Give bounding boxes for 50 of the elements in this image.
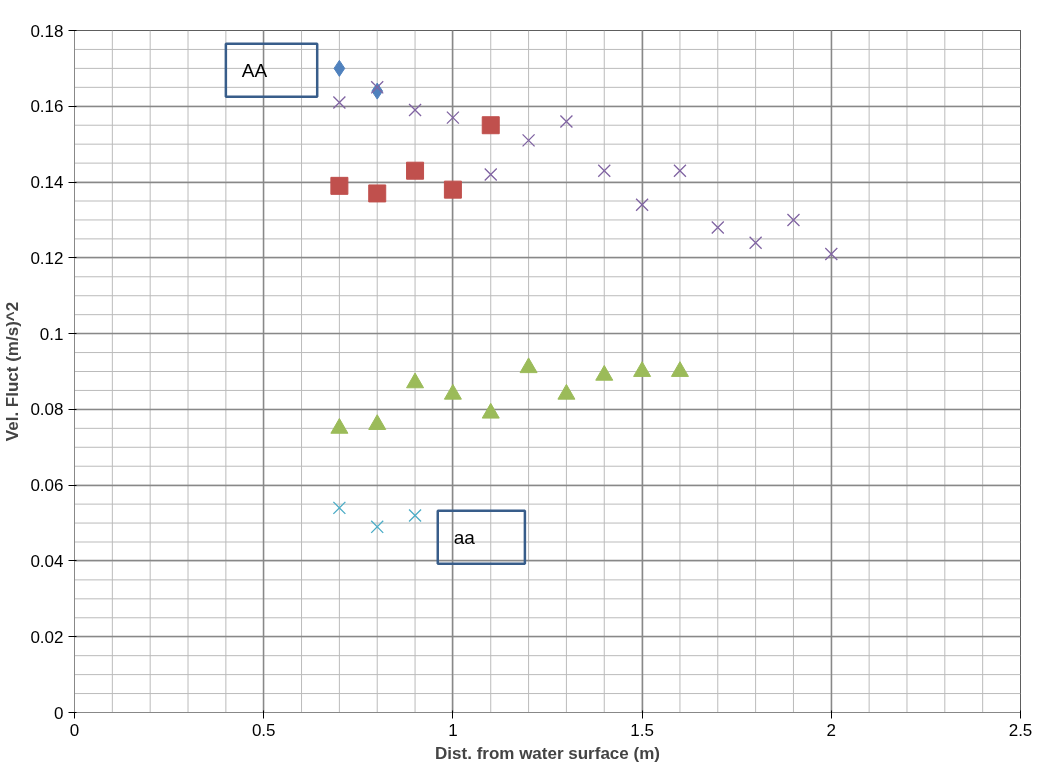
point — [635, 198, 649, 212]
y-tick-label: 0.08 — [30, 400, 64, 420]
point — [673, 164, 687, 178]
point — [330, 418, 349, 434]
point — [406, 161, 425, 180]
point — [446, 110, 460, 125]
y-tick-label: 0.04 — [30, 551, 64, 571]
point — [408, 103, 422, 117]
x-axis-title: Dist. from water surface (m) — [435, 743, 660, 763]
y-tick-label: 0.02 — [30, 627, 64, 647]
point — [521, 133, 536, 148]
point — [597, 164, 611, 178]
point — [595, 364, 614, 381]
point — [633, 361, 652, 377]
y-tick-label: 0.14 — [30, 173, 64, 193]
point — [443, 383, 462, 400]
point — [484, 167, 498, 182]
x-tick-label: 0.5 — [251, 720, 276, 740]
point — [332, 95, 347, 110]
x-tick-label: 0 — [69, 720, 80, 740]
point — [481, 402, 500, 419]
point — [670, 361, 689, 377]
point — [559, 114, 574, 129]
point — [711, 220, 725, 235]
point — [481, 116, 500, 135]
point — [368, 184, 387, 203]
x-tick-label: 1 — [448, 720, 458, 740]
point — [333, 59, 346, 77]
y-tick-label: 0.18 — [30, 21, 64, 41]
point — [786, 213, 801, 227]
y-tick-label: 0.06 — [30, 476, 64, 496]
point — [330, 176, 349, 195]
x-tick-label: 1.5 — [630, 720, 654, 740]
point — [443, 180, 462, 199]
point — [368, 414, 387, 430]
point — [748, 236, 763, 250]
point — [824, 247, 838, 261]
x-tick-label: 2.5 — [1008, 720, 1033, 740]
point — [557, 383, 576, 400]
y-axis-title: Vel. Fluct (m/s)^2 — [3, 301, 23, 442]
point — [406, 372, 425, 389]
y-tick-label: 0.12 — [30, 248, 64, 268]
y-tick-label: 0 — [54, 703, 64, 723]
y-tick-label: 0.1 — [39, 324, 64, 344]
annotation: aa — [453, 526, 476, 548]
annotation: AA — [241, 59, 268, 81]
x-tick-label: 2 — [826, 720, 837, 740]
point — [519, 357, 538, 374]
y-tick-label: 0.16 — [30, 97, 64, 117]
point — [370, 80, 384, 94]
